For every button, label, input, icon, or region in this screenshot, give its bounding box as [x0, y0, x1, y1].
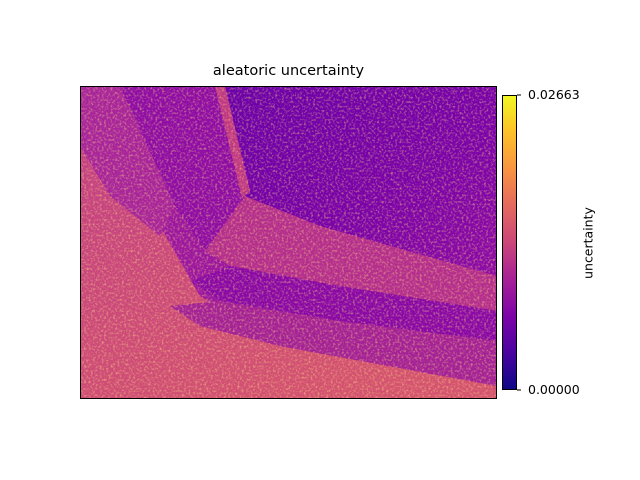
chart-title: aleatoric uncertainty: [212, 63, 365, 79]
colorbar-gradient: [502, 95, 517, 390]
plot-frame: [80, 86, 497, 399]
colorbar-tick-label-min: 0.00000: [528, 382, 580, 397]
texture-speckle: [80, 86, 497, 399]
colorbar-label: uncertainty: [580, 207, 596, 279]
heatmap-plot: [80, 86, 497, 399]
colorbar: [502, 95, 517, 390]
colorbar-tick-label-max: 0.02663: [528, 87, 580, 102]
colorbar-frame: [502, 95, 517, 390]
colorbar-ticks: [517, 94, 521, 391]
